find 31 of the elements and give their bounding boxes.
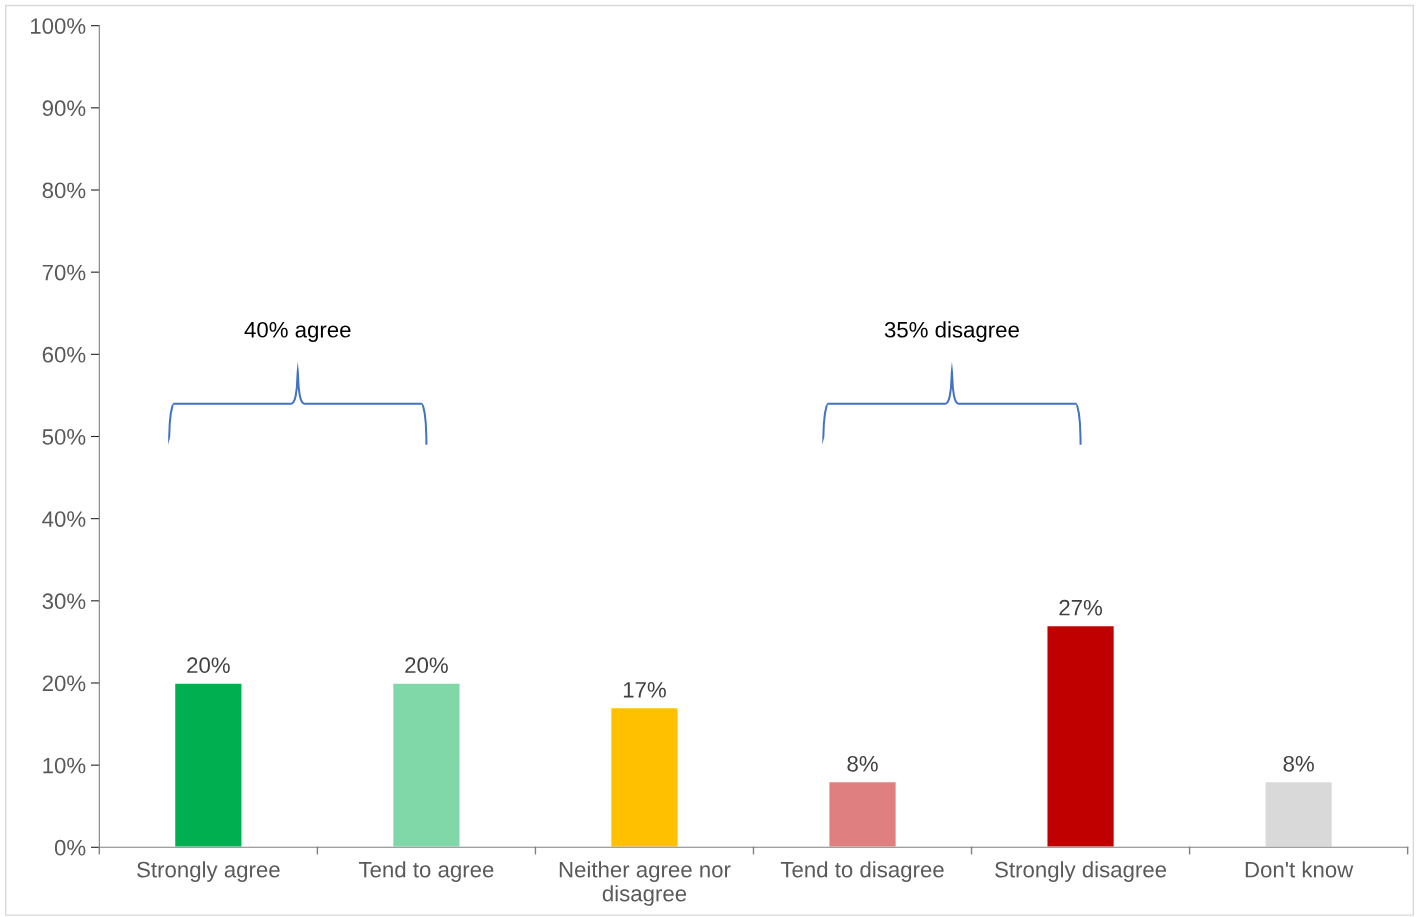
data-label: 20% xyxy=(187,657,230,674)
x-tick-label: Strongly disagree xyxy=(995,861,1167,882)
y-tick-label: 60% xyxy=(42,346,86,363)
y-tick-label: 70% xyxy=(42,264,86,281)
y-tick-label: 30% xyxy=(42,593,86,610)
y-tick-label: 80% xyxy=(42,182,86,199)
data-label: 8% xyxy=(1283,755,1314,772)
y-tick-label: 0% xyxy=(54,839,86,856)
data-label: 27% xyxy=(1059,599,1103,616)
data-label: 17% xyxy=(623,682,666,698)
bar xyxy=(1046,624,1116,848)
annotation: 40% agree xyxy=(244,321,351,342)
y-tick-label: 100% xyxy=(31,18,86,34)
x-tick-label: Strongly agree xyxy=(137,861,280,882)
x-tick-label: Neither agree nor disagree xyxy=(559,861,731,906)
y-tick-label: 10% xyxy=(43,757,86,774)
y-tick-label: 50% xyxy=(42,429,86,445)
y-tick-label: 40% xyxy=(42,511,86,527)
bar xyxy=(609,706,679,848)
data-label: 8% xyxy=(847,755,878,772)
x-tick-label: Tend to disagree xyxy=(780,861,944,882)
bar xyxy=(391,682,461,848)
x-tick-label: Don't know xyxy=(1245,861,1354,878)
bar xyxy=(1264,780,1334,848)
data-label: 20% xyxy=(405,657,448,674)
bar xyxy=(828,780,898,848)
y-tick-label: 90% xyxy=(42,100,86,117)
bar xyxy=(173,682,243,848)
x-tick-label: Tend to agree xyxy=(358,861,494,882)
y-tick-label: 20% xyxy=(42,675,86,692)
annotation: 35% disagree xyxy=(884,321,1019,342)
